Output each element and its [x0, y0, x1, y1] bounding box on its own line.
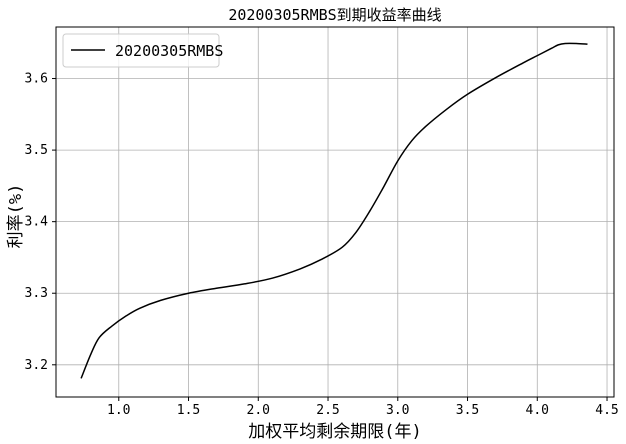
legend-box: [62, 33, 220, 68]
x-tick-label: 1.5: [177, 403, 200, 418]
x-tick-label: 1.0: [107, 403, 130, 418]
y-tick-label: 3.4: [25, 215, 49, 230]
x-tick-label: 2.5: [316, 403, 339, 418]
x-axis-ticks: 1.0 1.5 2.0 2.5 3.0 3.5 4.0 4.5: [107, 397, 619, 418]
x-tick-label: 4.5: [595, 403, 618, 418]
legend: 20200305RMBS: [62, 33, 223, 68]
series-line-0: [80, 42, 588, 379]
y-tick-label: 3.3: [25, 286, 48, 301]
y-tick-label: 3.5: [25, 143, 48, 158]
x-tick-label: 4.0: [526, 403, 549, 418]
chart-title: 20200305RMBS到期收益率曲线: [228, 6, 441, 24]
x-tick-label: 2.0: [247, 403, 270, 418]
legend-label: 20200305RMBS: [115, 42, 223, 60]
y-tick-label: 3.2: [25, 358, 48, 373]
plot-frame: [55, 26, 615, 398]
x-tick-label: 3.0: [386, 403, 409, 418]
x-tick-label: 3.5: [456, 403, 479, 418]
x-axis-label: 加权平均剩余期限(年): [248, 422, 421, 442]
grid: [56, 27, 614, 397]
y-tick-label: 3.6: [25, 72, 48, 87]
series-layer: [80, 42, 588, 379]
y-axis-label: 利率(%): [6, 184, 26, 249]
y-axis-ticks: 3.2 3.3 3.4 3.5 3.6: [25, 72, 56, 373]
